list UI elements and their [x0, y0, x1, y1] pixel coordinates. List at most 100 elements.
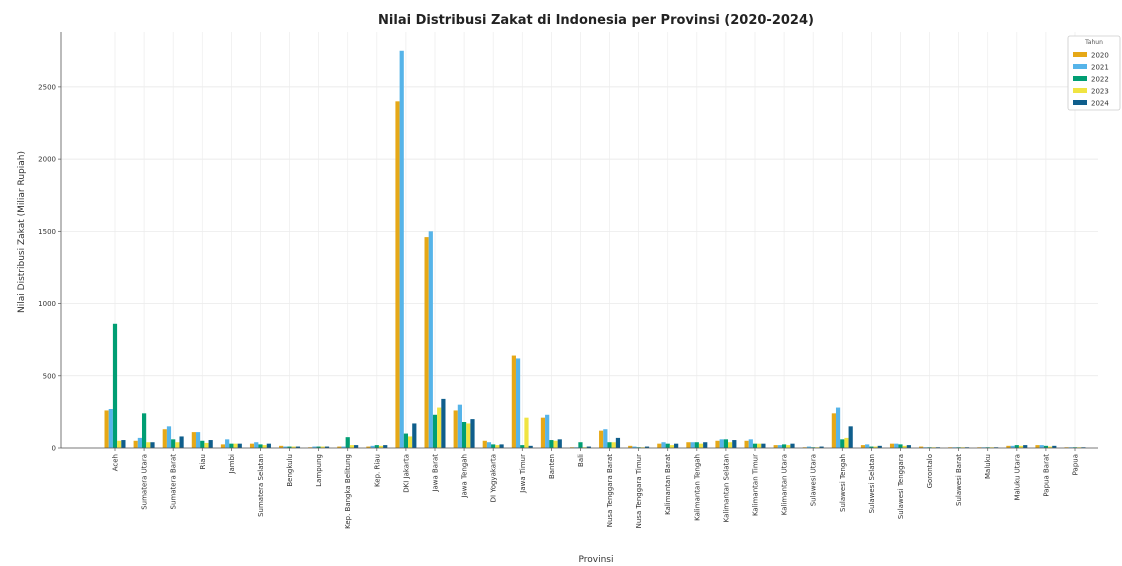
bar-2023-kalimantan-barat [669, 445, 675, 448]
bar-2021-kep-bangka-belitung [341, 446, 346, 448]
bar-2021-nusa-tenggara-barat [603, 429, 608, 448]
bar-2024-jawa-tengah [470, 419, 475, 448]
bar-2024-sulawesi-tengah [848, 426, 853, 448]
x-tick-label: Papua Barat [1042, 454, 1050, 497]
x-tick-label: Papua [1072, 454, 1080, 475]
bar-2022-sumatera-barat [171, 439, 176, 448]
bar-2021-kalimantan-utara [777, 445, 782, 448]
bar-2022-banten [549, 440, 554, 448]
x-tick-label: Sumatera Utara [141, 454, 149, 510]
x-tick-label: Sulawesi Tenggara [897, 454, 905, 519]
y-tick-label: 500 [43, 372, 56, 380]
bar-2022-sulawesi-tengah [840, 439, 845, 448]
x-tick-label: Maluku [984, 454, 992, 479]
bar-2021-bengkulu [283, 446, 288, 448]
x-tick-label: Lampung [315, 454, 323, 487]
bar-2023-sumatera-utara [146, 442, 151, 448]
x-tick-label: Sulawesi Tengah [839, 454, 847, 512]
x-tick-label: Kalimantan Utara [781, 454, 789, 515]
bar-2020-kalimantan-timur [744, 440, 749, 448]
bar-2022-sumatera-utara [141, 413, 147, 448]
bar-2021-sulawesi-selatan [865, 444, 870, 448]
bar-2020-maluku-utara [1006, 445, 1011, 448]
bar-2020-kalimantan-tengah [686, 442, 691, 448]
bar-2021-kep-riau [370, 445, 375, 448]
legend-label-2024: 2024 [1091, 100, 1109, 108]
x-tick-label: Sulawesi Barat [955, 454, 963, 506]
x-tick-label: Kalimantan Tengah [693, 454, 701, 521]
bar-2023-maluku-utara [1018, 445, 1024, 448]
x-tick-label: Kalimantan Selatan [722, 454, 730, 522]
y-tick-label: 1500 [38, 228, 56, 236]
bar-2020-sumatera-selatan [249, 443, 255, 448]
bar-2021-sulawesi-tengah [835, 407, 841, 448]
x-tick-label: Jawa Tengah [461, 454, 469, 499]
legend-label-2023: 2023 [1091, 88, 1109, 96]
bar-2020-kep-riau [366, 446, 371, 448]
bar-2021-sumatera-barat [166, 426, 172, 448]
bar-2021-dki-jakarta [399, 50, 404, 449]
bar-2024-sumatera-barat [179, 436, 184, 448]
x-tick-label: Aceh [112, 454, 120, 471]
bar-2021-kalimantan-selatan [719, 439, 724, 448]
bar-2023-sulawesi-tengah [844, 437, 849, 448]
bar-2022-kalimantan-tengah [694, 442, 699, 448]
bar-2022-jawa-barat [432, 414, 438, 448]
x-tick-label: Sulawesi Utara [810, 454, 818, 506]
x-tick-label: Gorontalo [926, 454, 934, 488]
bar-2024-lampung [324, 446, 330, 448]
legend-label-2021: 2021 [1091, 64, 1109, 72]
bar-2020-sulawesi-tengah [831, 413, 836, 448]
x-tick-label: Jawa Timur [519, 454, 527, 494]
bar-2024-nusa-tenggara-barat [615, 437, 621, 448]
legend-label-2022: 2022 [1091, 76, 1109, 84]
bar-2020-dki-jakarta [395, 101, 400, 448]
bar-2023-riau [204, 442, 209, 448]
bar-2020-jawa-tengah [453, 410, 458, 448]
x-tick-label: Bengkulu [286, 454, 294, 487]
bar-2022-aceh [112, 323, 118, 448]
bar-2020-sulawesi-selatan [860, 445, 866, 448]
x-tick-label: Maluku Utara [1013, 454, 1021, 501]
x-tick-label: Banten [548, 454, 556, 479]
bar-2023-sulawesi-tenggara [902, 445, 907, 448]
bar-2023-nusa-tenggara-barat [611, 442, 616, 448]
bar-2023-kalimantan-selatan [728, 442, 733, 448]
bar-2022-dki-jakarta [403, 433, 409, 448]
bar-2023-jambi [233, 443, 238, 448]
bar-2022-lampung [316, 446, 321, 448]
bar-2020-bengkulu [279, 445, 284, 448]
bar-2021-kalimantan-barat [661, 442, 666, 448]
bar-2020-banten [540, 417, 546, 448]
bar-2022-riau [200, 440, 205, 448]
bar-2023-kep-riau [378, 445, 384, 448]
bar-2022-papua-barat [1043, 445, 1049, 448]
bar-2023-sulawesi-selatan [873, 446, 878, 448]
bar-2021-sumatera-selatan [254, 442, 259, 448]
bar-2024-riau [208, 440, 213, 448]
legend-swatch-2021 [1073, 64, 1087, 69]
bar-2022-nusa-tenggara-barat [607, 442, 612, 448]
bar-2023-kalimantan-utara [786, 445, 791, 448]
x-tick-label: Kalimantan Timur [752, 454, 760, 516]
bar-2021-sumatera-utara [137, 437, 142, 448]
x-axis-label: Provinsi [579, 555, 614, 565]
bar-2020-nusa-tenggara-timur [628, 445, 633, 448]
bar-2020-gorontalo [919, 446, 924, 448]
bar-2023-kep-bangka-belitung [349, 445, 355, 448]
bar-2020-sumatera-utara [133, 440, 138, 448]
bar-2020-kep-bangka-belitung [337, 446, 342, 448]
x-tick-label: DKI Jakarta [402, 454, 410, 493]
legend-title: Tahun [1084, 39, 1103, 46]
bar-2022-bali [578, 442, 583, 448]
bar-2023-sumatera-selatan [262, 445, 267, 448]
bar-2024-bali [586, 446, 591, 448]
bar-2022-kalimantan-selatan [723, 439, 729, 448]
x-tick-label: Riau [199, 454, 207, 470]
bar-2023-jawa-tengah [466, 423, 471, 448]
legend: Tahun 2020 2021 2022 2023 2024 [1067, 35, 1121, 111]
bar-2020-sumatera-barat [162, 429, 167, 448]
x-tick-label: Jawa Barat [432, 454, 440, 493]
bar-2020-kalimantan-selatan [715, 440, 720, 448]
